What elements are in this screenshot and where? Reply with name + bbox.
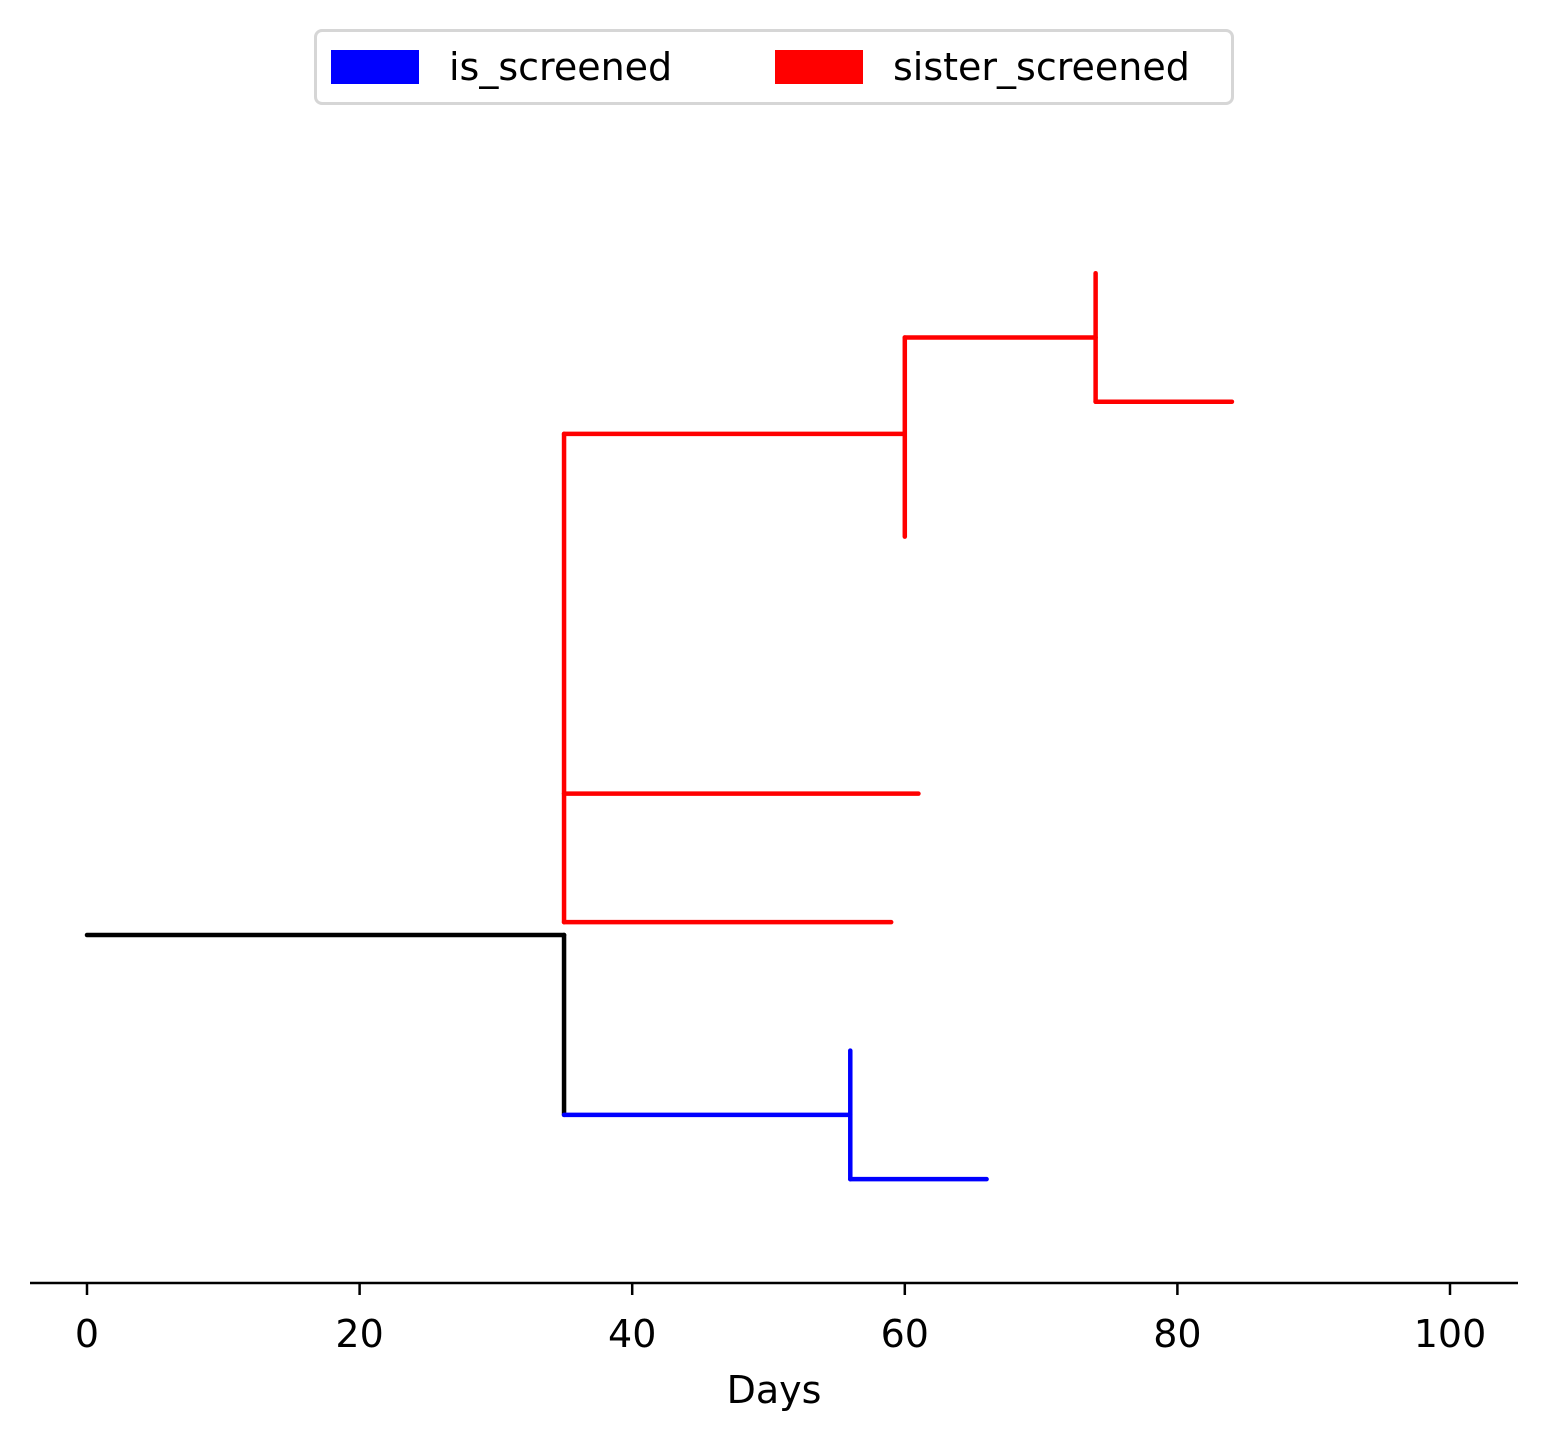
x-tick-label-40: 40 [608, 1312, 656, 1356]
x-tick-label-60: 60 [881, 1312, 929, 1356]
legend-label-sister-screened: sister_screened [893, 45, 1190, 89]
legend-swatch-sister-screened [775, 50, 863, 84]
x-tick-label-80: 80 [1153, 1312, 1201, 1356]
x-tick-label-20: 20 [335, 1312, 383, 1356]
plot-area [84, 270, 1235, 1182]
legend: is_screened sister_screened [314, 29, 1234, 105]
x-axis: 0 20 40 60 80 100 [30, 1281, 1518, 1356]
legend-item-is-screened: is_screened [331, 32, 672, 102]
x-tick-label-100: 100 [1414, 1312, 1487, 1356]
x-tick-label-0: 0 [75, 1312, 99, 1356]
x-axis-label: Days [727, 1368, 822, 1412]
legend-swatch-is-screened [331, 50, 419, 84]
legend-item-sister-screened: sister_screened [775, 32, 1190, 102]
legend-label-is-screened: is_screened [449, 45, 673, 89]
